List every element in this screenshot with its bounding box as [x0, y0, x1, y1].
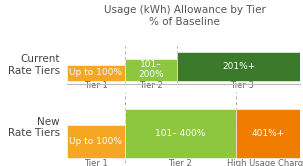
Text: 101–
200%: 101– 200% — [138, 60, 164, 79]
Bar — [125, 109, 236, 158]
Bar — [125, 58, 178, 81]
Text: Up to 100%: Up to 100% — [69, 68, 122, 77]
Text: Tier 3: Tier 3 — [230, 81, 254, 90]
Text: High Usage Charge: High Usage Charge — [227, 159, 303, 166]
Text: 401%+: 401%+ — [251, 129, 285, 138]
Bar — [67, 125, 125, 158]
Bar — [178, 52, 300, 81]
Text: Tier 2: Tier 2 — [139, 81, 163, 90]
Text: 201%+: 201%+ — [222, 62, 255, 71]
Text: Tier 2: Tier 2 — [168, 159, 192, 166]
Text: Tier 1: Tier 1 — [84, 81, 108, 90]
Text: Usage (kWh) Allowance by Tier
% of Baseline: Usage (kWh) Allowance by Tier % of Basel… — [104, 5, 266, 27]
Text: Up to 100%: Up to 100% — [69, 137, 122, 146]
Bar — [236, 109, 300, 158]
Text: Tier 1: Tier 1 — [84, 159, 108, 166]
Text: New
Rate Tiers: New Rate Tiers — [8, 117, 60, 138]
Bar — [67, 65, 125, 81]
Text: Current
Rate Tiers: Current Rate Tiers — [8, 54, 60, 76]
Text: 101– 400%: 101– 400% — [155, 129, 206, 138]
